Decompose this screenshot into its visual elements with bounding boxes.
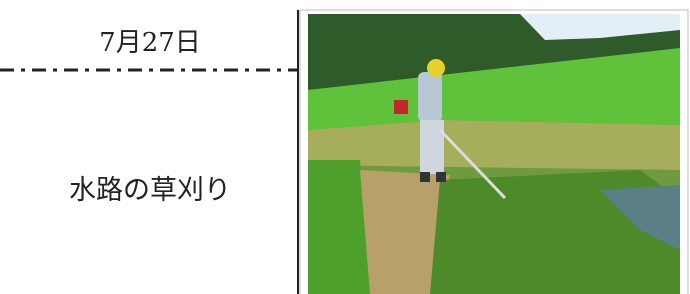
page: 7月27日 水路の草刈り (() => { const data = JSON.… — [0, 0, 690, 294]
date: 7月27日 — [0, 22, 300, 59]
photo — [308, 14, 680, 294]
caption: 水路の草刈り — [0, 168, 300, 207]
